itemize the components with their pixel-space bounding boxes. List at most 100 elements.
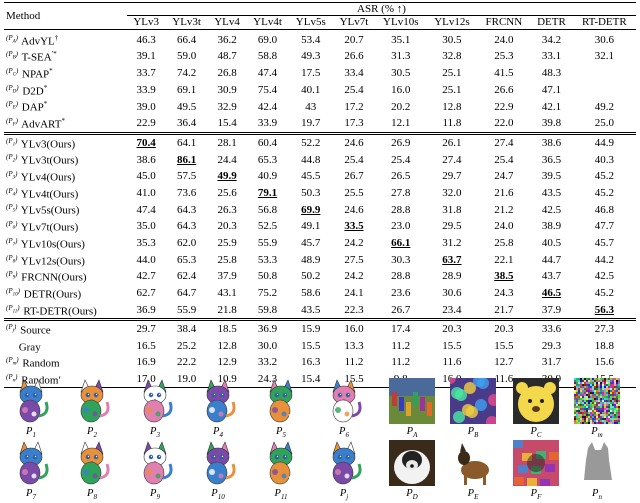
method-name: (P11) RT-DETR(Ours) bbox=[6, 303, 97, 318]
asr-value: 59.0 bbox=[177, 50, 197, 63]
asr-value: 55.9 bbox=[257, 237, 278, 250]
ours-row: (P2) YLv3t(Ours) 38.6 86.1 24.4 65.3 44.8 25.4… bbox=[4, 151, 636, 168]
row-label: (P9) bbox=[6, 270, 18, 281]
asr-value: 49.2 bbox=[594, 100, 614, 113]
asr-value: 24.2 bbox=[344, 237, 364, 250]
asr-value: 56.3 bbox=[594, 303, 614, 316]
asr-value: 15.5 bbox=[442, 339, 462, 352]
asr-value: 30.0 bbox=[257, 339, 278, 352]
thumbnail-caption: P8 bbox=[87, 488, 97, 502]
control-row: (P) Gray 16.5 25.2 12.8 30.0 15.5 13.3 11.2 15.5… bbox=[4, 338, 636, 354]
asr-value: 27.3 bbox=[594, 323, 614, 336]
asr-value: 15.4 bbox=[217, 117, 237, 130]
asr-value: 53.4 bbox=[301, 33, 321, 46]
patch-thumbnail bbox=[513, 378, 559, 424]
row-label: (PB) bbox=[6, 50, 19, 61]
asr-value: 28.1 bbox=[217, 136, 237, 149]
asr-value: 24.4 bbox=[217, 153, 237, 166]
asr-value: 27.4 bbox=[494, 136, 514, 149]
asr-value: 24.3 bbox=[257, 372, 278, 385]
asr-value: 59.8 bbox=[257, 303, 278, 316]
asr-value: 12.1 bbox=[391, 117, 411, 130]
asr-value: 35.1 bbox=[391, 33, 411, 46]
asr-value: 16.9 bbox=[136, 356, 156, 369]
asr-value: 19.7 bbox=[301, 117, 321, 130]
control-row: (Pm) Random 16.9 22.2 12.9 33.2 16.3 11.2 11.2 1… bbox=[4, 354, 636, 371]
asr-value: 60.4 bbox=[257, 136, 278, 149]
thumbnail-caption: P9 bbox=[150, 488, 160, 502]
column-header: FRCNN bbox=[485, 16, 523, 29]
thumbnail-row-1: P1 P2 P3 P4 P5 P6 PA PB PC Pm bbox=[0, 378, 640, 440]
asr-value: 25.8 bbox=[494, 237, 514, 250]
asr-value: 21.7 bbox=[494, 303, 514, 316]
row-label: (PF) bbox=[6, 117, 19, 128]
asr-value: 36.5 bbox=[541, 153, 562, 166]
asr-value: 29.3 bbox=[541, 339, 562, 352]
asr-value: 75.4 bbox=[257, 83, 278, 96]
asr-value: 22.9 bbox=[494, 100, 514, 113]
patch-thumbnail bbox=[574, 378, 620, 424]
asr-value: 52.5 bbox=[257, 220, 278, 233]
asr-value: 25.2 bbox=[177, 339, 197, 352]
thumbnail-caption: PB bbox=[467, 426, 479, 440]
asr-value: 58.8 bbox=[257, 50, 278, 63]
asr-value: 13.3 bbox=[344, 339, 364, 352]
asr-value: 44.2 bbox=[594, 253, 614, 266]
asr-value: 33.5 bbox=[344, 220, 364, 233]
asr-value: 30.5 bbox=[442, 33, 462, 46]
asr-value: 32.0 bbox=[442, 186, 462, 199]
asr-value: 45.7 bbox=[594, 237, 614, 250]
asr-value: 30.6 bbox=[594, 33, 614, 46]
header-row-1: Method ASR (% ↑) bbox=[4, 3, 636, 22]
asr-value: 25.9 bbox=[217, 237, 237, 250]
asr-value: 39.8 bbox=[541, 117, 562, 130]
asr-value: 26.1 bbox=[442, 136, 462, 149]
asr-value: 25.1 bbox=[442, 83, 462, 96]
asr-value: 25.1 bbox=[442, 67, 462, 80]
patch-thumbnail bbox=[389, 378, 435, 424]
asr-value: 26.7 bbox=[344, 170, 364, 183]
ours-row: (P3) YLv4(Ours) 45.0 57.5 49.9 40.9 45.5 26.7 2… bbox=[4, 168, 636, 185]
patch-thumbnail bbox=[450, 440, 496, 486]
method-name: (P3) YLv4(Ours) bbox=[6, 170, 76, 184]
method-name: (P1) YLv3(Ours) bbox=[6, 136, 76, 151]
asr-value: 32.8 bbox=[442, 50, 462, 63]
column-header: YLv12s bbox=[434, 16, 470, 29]
asr-value bbox=[573, 82, 636, 99]
asr-value: 38.4 bbox=[177, 323, 197, 336]
row-label: (Pj) bbox=[6, 323, 17, 334]
asr-value: 11.8 bbox=[442, 117, 462, 130]
asr-value: 26.6 bbox=[344, 50, 364, 63]
asr-value: 20.7 bbox=[344, 33, 364, 46]
ours-row: (P6) YLv7t(Ours) 35.0 64.3 20.3 52.5 49.1 33.5… bbox=[4, 218, 636, 235]
ours-row: (P11) RT-DETR(Ours) 36.9 55.9 21.8 59.8 43.5 2… bbox=[4, 302, 636, 319]
asr-value: 42.5 bbox=[594, 270, 614, 283]
asr-value: 43.7 bbox=[541, 270, 562, 283]
patch-thumbnail bbox=[80, 379, 110, 423]
asr-value: 12.8 bbox=[442, 100, 462, 113]
patch-thumbnail bbox=[389, 440, 435, 486]
asr-value: 49.9 bbox=[217, 170, 237, 183]
asr-value: 25.4 bbox=[344, 153, 364, 166]
asr-value: 28.8 bbox=[391, 270, 411, 283]
asr-value: 16.0 bbox=[391, 83, 411, 96]
asr-value: 26.3 bbox=[217, 203, 237, 216]
ours-row: (P4) YLv4t(Ours) 41.0 73.6 25.6 79.1 50.3 25.5… bbox=[4, 185, 636, 202]
asr-value: 62.7 bbox=[136, 287, 156, 300]
method-name: (PD) D2D* bbox=[6, 83, 48, 98]
method-name: (PF) AdvART* bbox=[6, 117, 65, 131]
ours-row: (P5) YLv5s(Ours) 47.4 64.3 26.3 56.8 69.9 24.6… bbox=[4, 201, 636, 218]
asr-value: 46.8 bbox=[594, 203, 614, 216]
asr-value: 45.2 bbox=[594, 186, 614, 199]
asr-value: 64.7 bbox=[177, 287, 197, 300]
row-label: (P11) bbox=[6, 303, 20, 314]
asr-value: 46.5 bbox=[541, 287, 562, 300]
asr-value: 24.0 bbox=[494, 33, 514, 46]
asr-value: 24.7 bbox=[494, 170, 514, 183]
row-label: (PE) bbox=[6, 100, 19, 111]
thumbnail-caption: PF bbox=[530, 488, 542, 502]
asr-value: 55.9 bbox=[177, 303, 197, 316]
column-header: YLv7t bbox=[339, 16, 369, 29]
asr-value: 23.0 bbox=[391, 220, 411, 233]
method-name: (P5) YLv5s(Ours) bbox=[6, 203, 80, 218]
